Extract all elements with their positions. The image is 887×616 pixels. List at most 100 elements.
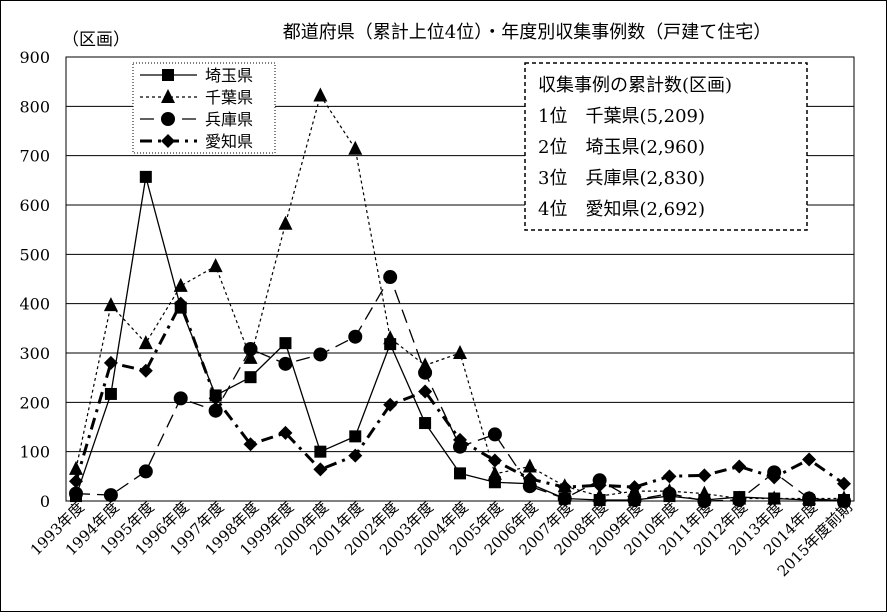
y-tick-label: 800: [19, 97, 50, 116]
data-point: [802, 491, 817, 506]
data-point: [103, 355, 118, 370]
data-point: [453, 345, 467, 359]
data-point: [697, 494, 712, 508]
y-axis-label: （区画）: [62, 30, 130, 50]
data-point: [627, 480, 642, 495]
series-lines: [69, 87, 851, 508]
data-point: [837, 494, 851, 508]
data-point: [522, 479, 537, 494]
data-point: [278, 425, 293, 440]
data-point: [592, 478, 607, 493]
data-point: [278, 356, 293, 371]
data-point: [244, 371, 257, 384]
data-point: [383, 270, 398, 285]
y-tick-label: 700: [19, 147, 50, 166]
chart-title: 都道府県（累計上位4位）・年度別収集事例数（戸建て住宅）: [283, 22, 771, 43]
data-point: [662, 486, 677, 501]
y-tick-label: 300: [19, 344, 50, 363]
data-point: [313, 347, 328, 362]
data-point: [592, 488, 607, 503]
data-point: [454, 467, 466, 480]
data-point: [767, 490, 782, 505]
legend-marker: [162, 69, 174, 81]
data-point: [243, 437, 258, 452]
y-tick-label: 0: [40, 492, 50, 511]
data-point: [104, 387, 117, 400]
data-point: [173, 296, 188, 311]
data-point: [103, 297, 118, 312]
legend-box: [132, 62, 276, 154]
data-point: [103, 488, 118, 503]
data-point: [348, 140, 363, 155]
data-point: [522, 458, 537, 473]
legend-marker: [161, 134, 175, 148]
annotation-box: 収集事例の累計数(区画) 1位 千葉県(5,209) 2位 埼玉県(2,960)…: [524, 62, 808, 231]
y-tick-labels: 0 100 200 300 400 500 600 700 800 900: [19, 48, 50, 511]
data-point: [313, 87, 328, 102]
data-point: [487, 453, 502, 468]
data-point: [662, 469, 677, 484]
data-point: [383, 330, 398, 345]
annotation-line-4: 4位 愛知県(2,692): [538, 199, 705, 220]
data-point: [208, 258, 223, 273]
data-point: [418, 365, 433, 380]
data-point: [418, 384, 433, 399]
plot-area-border: [65, 56, 855, 502]
data-point: [208, 403, 223, 418]
legend-label: 千葉県: [205, 88, 253, 107]
data-point: [138, 464, 153, 479]
data-point: [138, 363, 153, 378]
data-point: [732, 459, 747, 474]
data-point: [208, 391, 223, 406]
data-point: [278, 215, 293, 230]
data-point: [349, 430, 362, 443]
data-point: [837, 476, 851, 491]
data-point: [557, 491, 572, 506]
y-tick-label: 600: [19, 196, 50, 215]
data-point: [348, 448, 363, 463]
data-point: [243, 349, 258, 364]
annotation-line-2: 2位 埼玉県(2,960): [538, 137, 705, 158]
data-point: [732, 493, 747, 508]
legend-label: 埼玉県: [205, 66, 253, 85]
data-point: [697, 468, 712, 483]
annotation-frame: [524, 62, 808, 231]
data-point: [627, 493, 642, 508]
data-point: [69, 486, 83, 501]
data-point: [314, 445, 327, 458]
data-point: [453, 432, 467, 447]
legend-marker: [161, 89, 175, 103]
data-point: [173, 391, 188, 406]
data-point: [348, 329, 363, 344]
legend-marker: [161, 112, 175, 126]
annotation-heading: 収集事例の累計数(区画): [538, 75, 732, 96]
data-point: [802, 452, 817, 467]
data-point: [138, 335, 153, 350]
y-tick-label: 500: [19, 245, 50, 264]
data-point: [139, 170, 152, 183]
data-point: [383, 397, 398, 412]
data-point: [487, 465, 502, 480]
data-point: [487, 427, 502, 442]
y-tick-label: 900: [19, 48, 50, 67]
y-tick-label: 200: [19, 393, 50, 412]
y-tick-label: 100: [19, 443, 50, 462]
series-4: [69, 296, 851, 495]
y-tick-label: 400: [19, 295, 50, 314]
legend-label: 兵庫県: [205, 110, 253, 129]
data-point: [313, 462, 328, 477]
annotation-line-1: 1位 千葉県(5,209): [538, 106, 705, 127]
data-point: [173, 277, 188, 292]
annotation-line-3: 3位 兵庫県(2,830): [538, 168, 705, 189]
data-point: [279, 337, 292, 350]
data-point: [767, 470, 782, 485]
legend-label: 愛知県: [205, 132, 253, 151]
data-point: [243, 342, 258, 357]
data-point: [522, 471, 537, 486]
data-point: [69, 474, 83, 489]
data-point: [419, 417, 432, 430]
